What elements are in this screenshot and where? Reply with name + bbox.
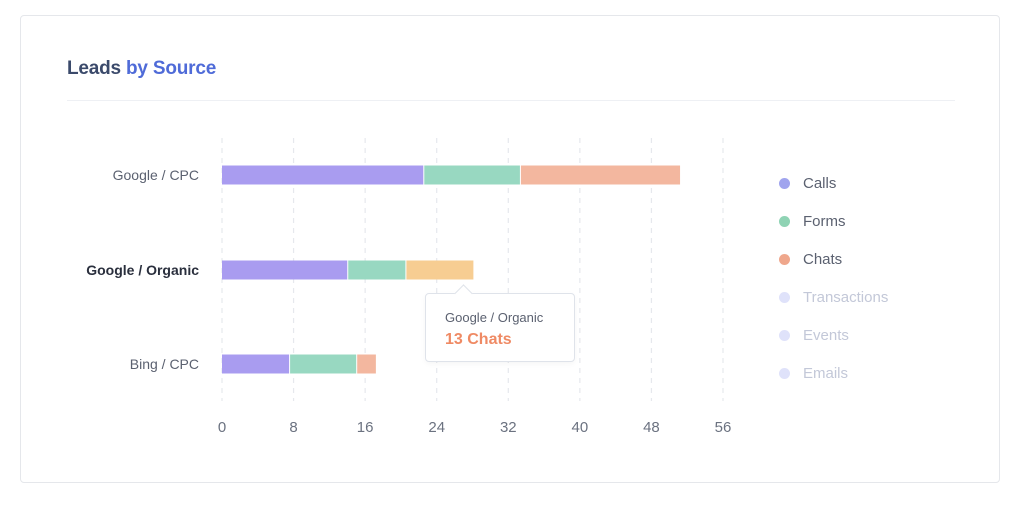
legend-item-emails[interactable]: Emails [779,354,888,392]
title-highlight: by Source [126,58,217,79]
leads-card: Leads by Source 0 8 16 24 32 40 48 56 Google / C… [20,15,1000,483]
category-label: Bing / CPC [130,356,199,372]
legend-dot [779,177,790,189]
bar-chats[interactable] [357,354,376,374]
bar-chats[interactable] [520,165,681,185]
title-prefix: Leads [67,58,126,79]
legend-item-transactions[interactable]: Transactions [779,278,888,316]
card-title: Leads by Source [67,58,216,80]
legend-dot [779,329,790,341]
legend-dot [779,215,790,227]
legend-label: Forms [803,212,846,230]
legend-label: Events [803,326,849,344]
x-tick-label: 8 [289,419,297,436]
legend-item-chats[interactable]: Chats [779,240,888,278]
x-tick-label: 56 [715,419,732,436]
stacked-bar-chart: 0 8 16 24 32 40 48 56 Google / CPC Google / Organ… [86,138,732,436]
chart-legend: Calls Forms Chats Transactions Events Emails [779,164,888,392]
legend-item-events[interactable]: Events [779,316,888,354]
bar-calls[interactable] [222,260,348,280]
category-label: Google / CPC [113,167,199,183]
bar-forms[interactable] [290,354,357,374]
x-tick-label: 48 [643,419,660,436]
category-label: Google / Organic [86,262,199,278]
legend-dot [779,367,790,379]
legend-item-calls[interactable]: Calls [779,164,888,202]
x-tick-label: 32 [500,419,517,436]
tooltip-source: Google / Organic [445,310,544,325]
legend-label: Calls [803,174,837,192]
x-tick-label: 24 [428,419,445,436]
x-tick-label: 0 [218,419,226,436]
legend-label: Transactions [803,288,889,306]
bar-calls[interactable] [222,354,290,374]
legend-dot [779,253,790,265]
bar-forms[interactable] [424,165,520,185]
legend-label: Emails [803,364,849,382]
x-tick-label: 40 [572,419,589,436]
bar-chats[interactable] [406,260,474,280]
x-tick-label: 16 [357,419,374,436]
legend-item-forms[interactable]: Forms [779,202,888,240]
legend-label: Chats [803,250,843,268]
bar-calls[interactable] [222,165,424,185]
legend-dot [779,291,790,303]
tooltip-value: 13 Chats [445,331,512,348]
chart-tooltip: Google / Organic 13 Chats [425,293,575,362]
title-divider [67,100,955,101]
bar-forms[interactable] [348,260,406,280]
